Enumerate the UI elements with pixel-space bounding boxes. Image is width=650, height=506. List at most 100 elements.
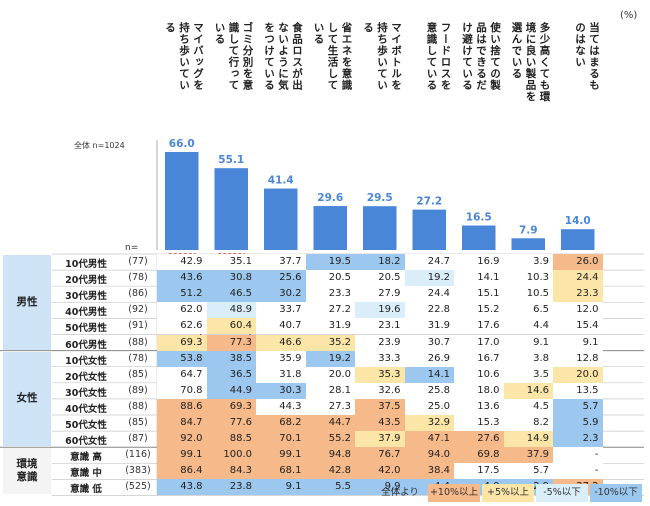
table-cell: 20.5: [305, 270, 355, 287]
bar-value-label: 66.0: [169, 138, 195, 150]
table-cell: 33.3: [355, 350, 405, 367]
legend-base-label: 全体より: [381, 487, 419, 498]
bar: [412, 209, 446, 250]
row-label: 30代男性: [65, 291, 107, 303]
table-cell: 12.8: [553, 350, 603, 367]
table-cell: -: [553, 447, 603, 464]
table-cell: 25.6: [256, 270, 306, 287]
table-cell: 77.3: [206, 334, 256, 351]
table-cell: 4.5: [503, 398, 553, 415]
table-cell: 68.2: [256, 415, 306, 432]
table-cell: 15.4: [553, 318, 603, 335]
legend-item: -5%以下: [536, 484, 588, 502]
table-cell: 3.9: [503, 254, 553, 271]
table-cell: 46.6: [256, 334, 306, 351]
table-cell: 38.5: [206, 350, 256, 367]
table-cell: 5.7: [503, 463, 553, 480]
row-sample-size: (89): [128, 384, 148, 396]
table-cell: 23.9: [355, 334, 405, 351]
table-cell: 17.6: [454, 318, 504, 335]
table-cell: 68.1: [256, 463, 306, 480]
table-cell: 69.3: [157, 334, 207, 351]
table-cell: 77.6: [206, 415, 256, 432]
row-label: 意識 中: [70, 468, 102, 480]
bar: [462, 225, 496, 250]
table-cell: 43.5: [355, 415, 405, 432]
table-cell: 23.3: [553, 286, 603, 303]
table-cell: 10.3: [503, 270, 553, 287]
bar-value-label: 29.6: [317, 192, 343, 204]
group-label: 環境 意識: [3, 448, 51, 495]
table-cell: 76.7: [355, 447, 405, 464]
table-cell: 22.8: [404, 302, 454, 319]
bar-value-label: 16.5: [466, 212, 492, 224]
row-label: 50代男性: [65, 323, 107, 335]
table-cell: 14.9: [503, 431, 553, 448]
table-cell: 35.3: [355, 366, 405, 383]
row-label: 意識 低: [70, 484, 102, 496]
table-cell: 48.9: [206, 302, 256, 319]
table-cell: 5.5: [305, 479, 355, 496]
table-cell: 8.2: [503, 415, 553, 432]
table-cell: 13.6: [454, 398, 504, 415]
row-label: 10代男性: [65, 259, 107, 270]
table-cell: 37.9: [503, 447, 553, 464]
table-cell: 37.7: [256, 254, 306, 271]
table-cell: 30.7: [404, 334, 454, 351]
table-cell: 23.1: [355, 318, 405, 335]
bar: [561, 229, 595, 250]
table-cell: 15.2: [454, 302, 504, 319]
legend-item: +5%以上: [482, 484, 534, 502]
table-cell: 30.2: [256, 286, 306, 303]
table-cell: 88.5: [206, 431, 256, 448]
row-sample-size: (77): [128, 256, 148, 267]
table-cell: -: [553, 463, 603, 480]
row-sample-size: (86): [128, 288, 148, 300]
table-cell: 88.6: [157, 398, 207, 415]
table-cell: 9.9: [355, 479, 405, 496]
row-label: 10代女性: [65, 355, 107, 367]
row-label: 40代男性: [65, 307, 107, 319]
table-cell: 15.1: [454, 286, 504, 303]
table-cell: 70.8: [157, 382, 207, 399]
column-header: 省エネを意識 して生活して いる: [312, 22, 353, 91]
row-label: 30代女性: [65, 387, 107, 399]
table-cell: 23.3: [305, 286, 355, 303]
table-cell: 27.9: [355, 286, 405, 303]
bar: [214, 168, 248, 250]
row-sample-size: (91): [128, 320, 148, 332]
table-cell: 94.8: [305, 447, 355, 464]
table-cell: 92.0: [157, 431, 207, 448]
row-label: 意識 高: [70, 452, 102, 464]
table-cell: 70.1: [256, 431, 306, 448]
table-cell: 30.8: [206, 270, 256, 287]
table-cell: 55.2: [305, 431, 355, 448]
table-cell: 5.7: [553, 398, 603, 415]
column-header: ゴミ分別を意 識して行って いる: [213, 22, 254, 91]
row-label: 50代女性: [65, 420, 107, 431]
table-cell: 16.9: [454, 254, 504, 271]
row-sample-size: (383): [125, 465, 151, 477]
table-cell: 42.9: [157, 254, 207, 271]
table-cell: 47.1: [404, 431, 454, 448]
row-label: 60代男性: [65, 339, 107, 351]
table-cell: 9.1: [553, 334, 603, 351]
table-cell: 99.1: [157, 447, 207, 464]
table-cell: 5.9: [553, 415, 603, 432]
table-cell: 19.2: [305, 350, 355, 367]
row-sample-size: (85): [128, 417, 148, 428]
table-cell: 43.8: [157, 479, 207, 496]
table-cell: 27.6: [454, 431, 504, 448]
table-cell: 35.2: [305, 334, 355, 351]
table-cell: 10.6: [454, 366, 504, 383]
table-cell: 69.8: [454, 447, 504, 464]
table-cell: 94.0: [404, 447, 454, 464]
table-cell: 42.8: [305, 463, 355, 480]
bar-value-label: 7.9: [519, 224, 538, 236]
table-cell: 26.0: [553, 254, 603, 271]
table-cell: 42.0: [355, 463, 405, 480]
table-cell: 62.6: [157, 318, 207, 335]
table-cell: 6.5: [503, 302, 553, 319]
table-cell: 64.7: [157, 366, 207, 383]
table-cell: 53.8: [157, 350, 207, 367]
